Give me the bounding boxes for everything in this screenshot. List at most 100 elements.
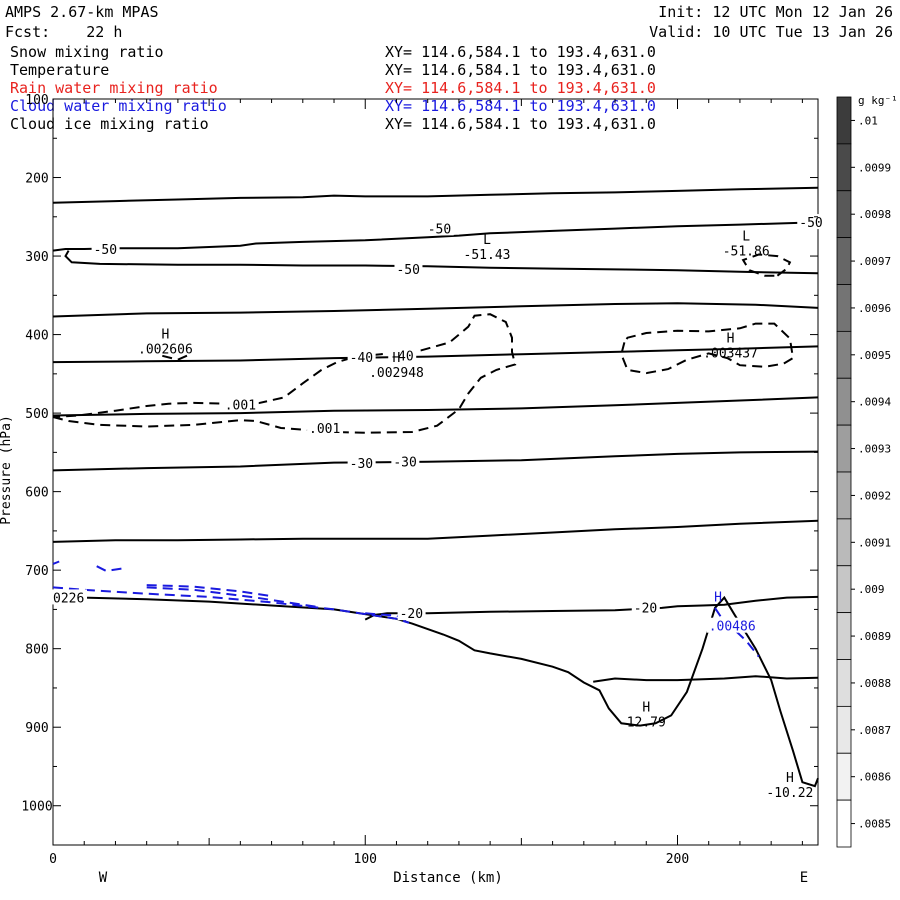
contour-label: -40 (390, 350, 413, 365)
extremum-marker: L (483, 233, 491, 248)
y-tick-label: 700 (25, 564, 48, 579)
colorbar-box (836, 190, 852, 239)
colorbar-box (836, 471, 852, 520)
contour-label-bg (347, 349, 376, 365)
colorbar-label: .0086 (858, 771, 891, 784)
field-xy: XY= 114.6,584.1 to 193.4,631.0 (385, 79, 656, 97)
cloud-ice-contour (162, 353, 191, 361)
colorbar-box (836, 705, 852, 754)
temperature-contour (593, 675, 819, 683)
y-tick-label: 1000 (21, 800, 52, 815)
cloud-water-contour (146, 586, 319, 609)
contour-label-bg (391, 453, 420, 469)
contour-label: -20 (400, 607, 423, 622)
terrain-line (52, 595, 819, 788)
contour-label-bg (51, 589, 87, 605)
temperature-contour (52, 450, 819, 472)
extremum-marker: H (393, 351, 401, 366)
contour-label-bg (797, 214, 826, 230)
extremum-value: -51.86 (723, 244, 770, 259)
colorbar-label: .0093 (858, 443, 891, 456)
cloud-water-contour (96, 565, 122, 572)
contour-label: -50 (799, 216, 822, 231)
colorbar-units: g kg⁻¹ (858, 94, 898, 107)
extremum-value: .003437 (703, 346, 758, 361)
cloud-water-contour (52, 586, 410, 624)
x-tick-label: 100 (354, 852, 377, 867)
extremum-value: -51.43 (464, 248, 511, 263)
temperature-contour (52, 396, 819, 417)
y-tick-label: 900 (25, 721, 48, 736)
extremum-marker: H (642, 700, 650, 715)
colorbar-label: .0099 (858, 161, 891, 174)
colorbar-label: .0089 (858, 630, 891, 643)
contour-label: -40 (350, 351, 373, 366)
contour-label-bg (397, 605, 426, 621)
west-label: W (99, 870, 108, 886)
y-tick-label: 400 (25, 329, 48, 344)
field-xy: XY= 114.6,584.1 to 193.4,631.0 (385, 61, 656, 79)
field-xy: XY= 114.6,584.1 to 193.4,631.0 (385, 115, 656, 133)
extremum-marker: H (714, 590, 722, 605)
extremum-marker: H (786, 771, 794, 786)
colorbar-box (836, 237, 852, 285)
colorbar-label: .0098 (858, 208, 891, 221)
contour-label-bg (307, 419, 344, 435)
contour-label: -50 (94, 243, 117, 258)
cloud-water-contour (714, 607, 760, 658)
y-tick-label: 600 (25, 486, 48, 501)
contour-labels: -50 -50 -50 -50 -40 -40 -30 -30 -20 -20 .001 .001 02… (51, 214, 826, 801)
x-tick-label: 200 (666, 852, 689, 867)
colorbar-box (836, 330, 852, 379)
contour-label-bg (631, 599, 660, 615)
colorbar-label: .009 (858, 583, 885, 596)
contour-label: .001 (225, 398, 256, 413)
extremum-marker: H (161, 327, 169, 342)
plot-frame (52, 98, 819, 846)
contour-label: 0226 (53, 591, 84, 606)
y-axis-title: Pressure (hPa) (0, 415, 14, 525)
colorbar-box (836, 377, 852, 426)
temperature-contour (52, 186, 819, 204)
contour-label: .001 (309, 422, 340, 437)
extremum-value: -10.22 (766, 786, 813, 801)
forecast-hour: Fcst: 22 h (5, 23, 122, 41)
colorbar-label: .0087 (858, 724, 891, 737)
colorbar-box (836, 565, 852, 614)
contour-label-bg (394, 261, 423, 277)
contour-label: -30 (393, 456, 416, 471)
contour-label: -20 (634, 602, 657, 617)
colorbar-label: .0094 (858, 396, 891, 409)
temperature-contour (64, 250, 819, 275)
east-label: E (800, 870, 808, 886)
field-name: Temperature (10, 61, 109, 79)
field-list: Snow mixing ratio XY= 114.6,584.1 to 193.… (10, 43, 656, 133)
cloud-ice-contour (620, 322, 795, 375)
field-name: Cloud ice mixing ratio (10, 115, 209, 133)
colorbar-label: .0085 (858, 818, 891, 831)
colorbar: .01 .0099 .0098 .0097 .0096 .0095 .0094 .0093 .0… (836, 94, 898, 848)
x-axis-title-group: Distance (km) W E (99, 870, 808, 886)
x-axis-title: Distance (km) (393, 870, 503, 886)
cloud-ice-contour (741, 253, 792, 277)
extremum-value: .002606 (138, 342, 193, 357)
extremum-marker: H (727, 331, 735, 346)
y-tick-label: 300 (25, 250, 48, 265)
field-name: Cloud water mixing ratio (10, 97, 227, 115)
field-xy: XY= 114.6,584.1 to 193.4,631.0 (385, 97, 656, 115)
axes: 100 200 300 400 500 600 700 800 900 1000 0 100 200 (21, 93, 818, 867)
colorbar-label: .0097 (858, 255, 891, 268)
contour-label-bg (222, 396, 259, 412)
y-tick-label: 200 (25, 172, 48, 187)
extremum-marker: L (742, 229, 750, 244)
contour-label-bg (425, 220, 454, 236)
colorbar-box (836, 612, 852, 660)
extremum-value: .002948 (369, 366, 424, 381)
colorbar-label: .0091 (858, 536, 891, 549)
colorbar-label: .0095 (858, 349, 891, 362)
y-tick-label: 500 (25, 407, 48, 422)
colorbar-box (836, 143, 852, 192)
colorbar-box (836, 424, 852, 473)
colorbar-box (836, 659, 852, 707)
